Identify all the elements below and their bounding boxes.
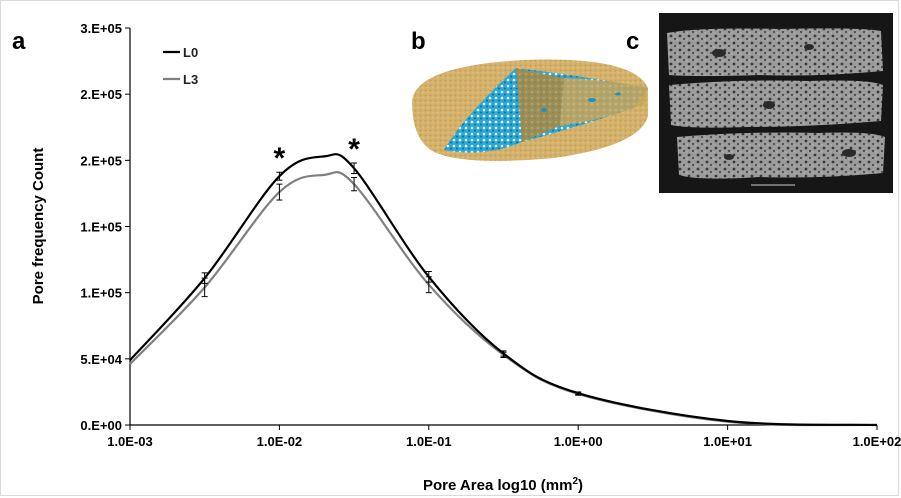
series-line-l0	[129, 153, 878, 427]
y-tick-label: 1.E+05	[80, 220, 122, 235]
y-tick-label: 1.E+05	[80, 286, 122, 301]
y-tick-label: 2.E+05	[80, 87, 122, 102]
y-tick-label: 3.E+05	[80, 21, 122, 36]
significance-star: *	[348, 133, 360, 166]
y-axis-title: Pore frequency Count	[30, 148, 47, 305]
y-tick-label: 5.E+04	[80, 352, 122, 367]
panel-label-b: b	[411, 28, 426, 55]
series-line-l3	[129, 171, 878, 427]
y-tick-label: 0.E+00	[80, 418, 122, 433]
x-tick-label: 1.0E-03	[107, 434, 153, 449]
x-axis-title: Pore Area log10 (mm2)	[423, 476, 583, 494]
micro-ct-sections-image	[659, 13, 893, 193]
x-tick-label: 1.0E-02	[257, 434, 303, 449]
panel-label-c: c	[626, 28, 640, 55]
x-tick-label: 1.0E-01	[406, 434, 452, 449]
chart-legend: L0 L3	[163, 45, 198, 87]
y-tick-label: 2.E+05	[80, 153, 122, 168]
legend-label-l0: L0	[183, 45, 198, 60]
panel-label-a: a	[12, 28, 26, 55]
x-tick-label: 1.0E+00	[554, 434, 603, 449]
significance-star: *	[274, 142, 286, 175]
legend-label-l3: L3	[183, 72, 198, 87]
x-tick-label: 1.0E+01	[703, 434, 752, 449]
chart-series: * *	[129, 133, 878, 427]
x-tick-label: 1.0E+02	[853, 434, 901, 449]
chart-ticks: 1.0E-03 1.0E-02 1.0E-01 1.0E+00 1.0E+01 1.0E+…	[80, 21, 901, 449]
scaffold-3d-render-image	[412, 59, 648, 161]
